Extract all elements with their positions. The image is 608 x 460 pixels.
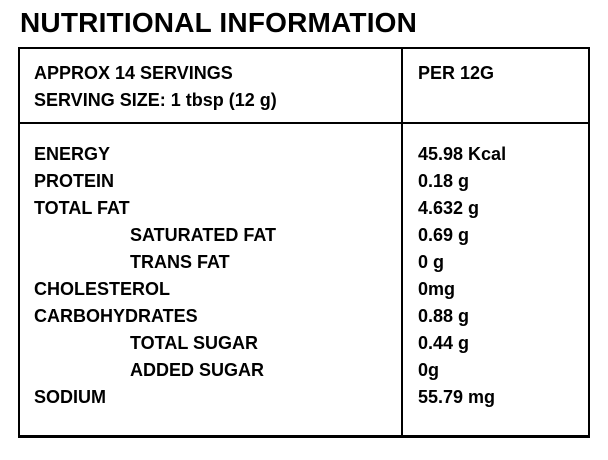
row-label: ADDED SUGAR — [130, 360, 265, 380]
row-label: CARBOHYDRATES — [34, 306, 198, 326]
nutrition-table: APPROX 14 SERVINGS SERVING SIZE: 1 tbsp … — [18, 47, 590, 438]
row-value: 0.44 g — [418, 333, 470, 353]
row-value: 0 g — [418, 252, 445, 272]
labels-column: ENERGY PROTEIN TOTAL FAT SATURATED FAT TRANS… — [20, 124, 401, 435]
row-value: 0g — [418, 360, 440, 380]
serving-info-cell: APPROX 14 SERVINGS SERVING SIZE: 1 tbsp … — [20, 49, 401, 122]
row-label: PROTEIN — [34, 171, 115, 191]
row-label: ENERGY — [34, 144, 111, 164]
row-label: CHOLESTEROL — [34, 279, 171, 299]
row-value: 0.69 g — [418, 225, 470, 245]
row-value: 0mg — [418, 279, 456, 299]
row-label: TRANS FAT — [130, 252, 230, 272]
row-value: 0.18 g — [418, 171, 470, 191]
per-amount-header-cell: PER 12G — [401, 49, 588, 122]
row-value: 55.79 mg — [418, 387, 496, 407]
serving-size: SERVING SIZE: 1 tbsp (12 g) — [34, 90, 277, 110]
table-header-row: APPROX 14 SERVINGS SERVING SIZE: 1 tbsp … — [20, 49, 588, 124]
page-title: NUTRITIONAL INFORMATION — [20, 7, 418, 38]
row-label: SATURATED FAT — [130, 225, 276, 245]
values-column: 45.98 Kcal 0.18 g 4.632 g 0.69 g 0 g 0mg 0.88 … — [401, 124, 588, 435]
row-label: SODIUM — [34, 387, 106, 407]
per-amount-header: PER 12G — [418, 63, 495, 83]
servings-count: APPROX 14 SERVINGS — [34, 63, 233, 83]
row-label: TOTAL FAT — [34, 198, 130, 218]
row-value: 0.88 g — [418, 306, 470, 326]
row-value: 45.98 Kcal — [418, 144, 507, 164]
row-value: 4.632 g — [418, 198, 480, 218]
table-body: ENERGY PROTEIN TOTAL FAT SATURATED FAT TRANS… — [20, 124, 588, 435]
row-label: TOTAL SUGAR — [130, 333, 259, 353]
